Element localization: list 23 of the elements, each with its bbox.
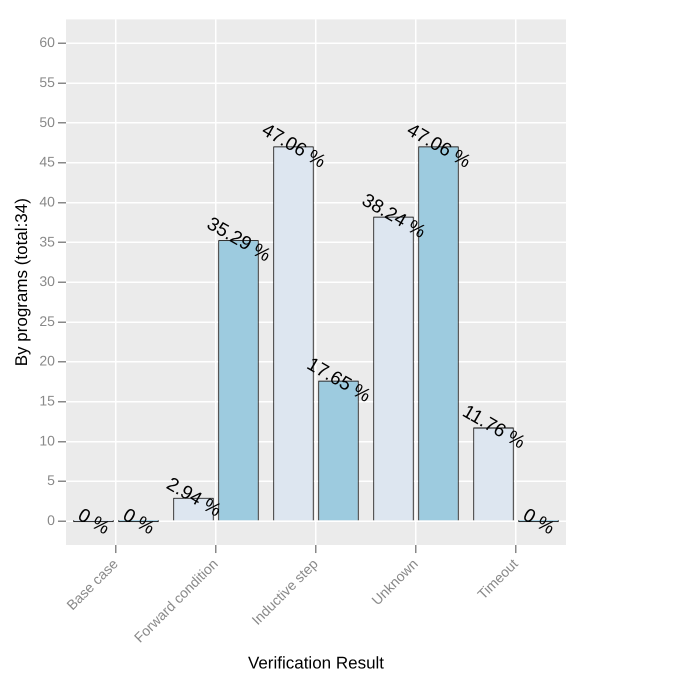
- y-tick-label: 60: [39, 34, 56, 50]
- y-tick-label: 35: [39, 233, 56, 250]
- y-tick-label: 25: [39, 312, 56, 329]
- y-tick-label: 10: [39, 432, 56, 448]
- data-label: 35.29 %: [203, 213, 274, 266]
- y-axis-title: By programs (total:34): [12, 198, 31, 366]
- data-label: 0 %: [119, 504, 158, 540]
- data-label: 0 %: [519, 504, 558, 540]
- data-label: 17.65 %: [303, 354, 374, 407]
- data-label: 47.06 %: [403, 120, 474, 173]
- data-label: 0 %: [74, 504, 114, 540]
- data-label: 47.06 %: [258, 120, 330, 173]
- y-tick-label: 5: [47, 472, 56, 488]
- y-tick-label: 15: [39, 392, 56, 409]
- y-tick-label: 50: [39, 114, 56, 130]
- y-tick-label: 0: [47, 512, 56, 528]
- data-label: 11.76 %: [458, 401, 529, 454]
- y-tick-label: 55: [39, 74, 56, 90]
- y-tick-label: 45: [39, 154, 56, 170]
- x-axis-title: Verification Result: [248, 653, 384, 672]
- y-tick-label: 30: [39, 273, 56, 290]
- y-tick-label: 20: [39, 352, 56, 369]
- y-tick-label: 40: [39, 193, 56, 210]
